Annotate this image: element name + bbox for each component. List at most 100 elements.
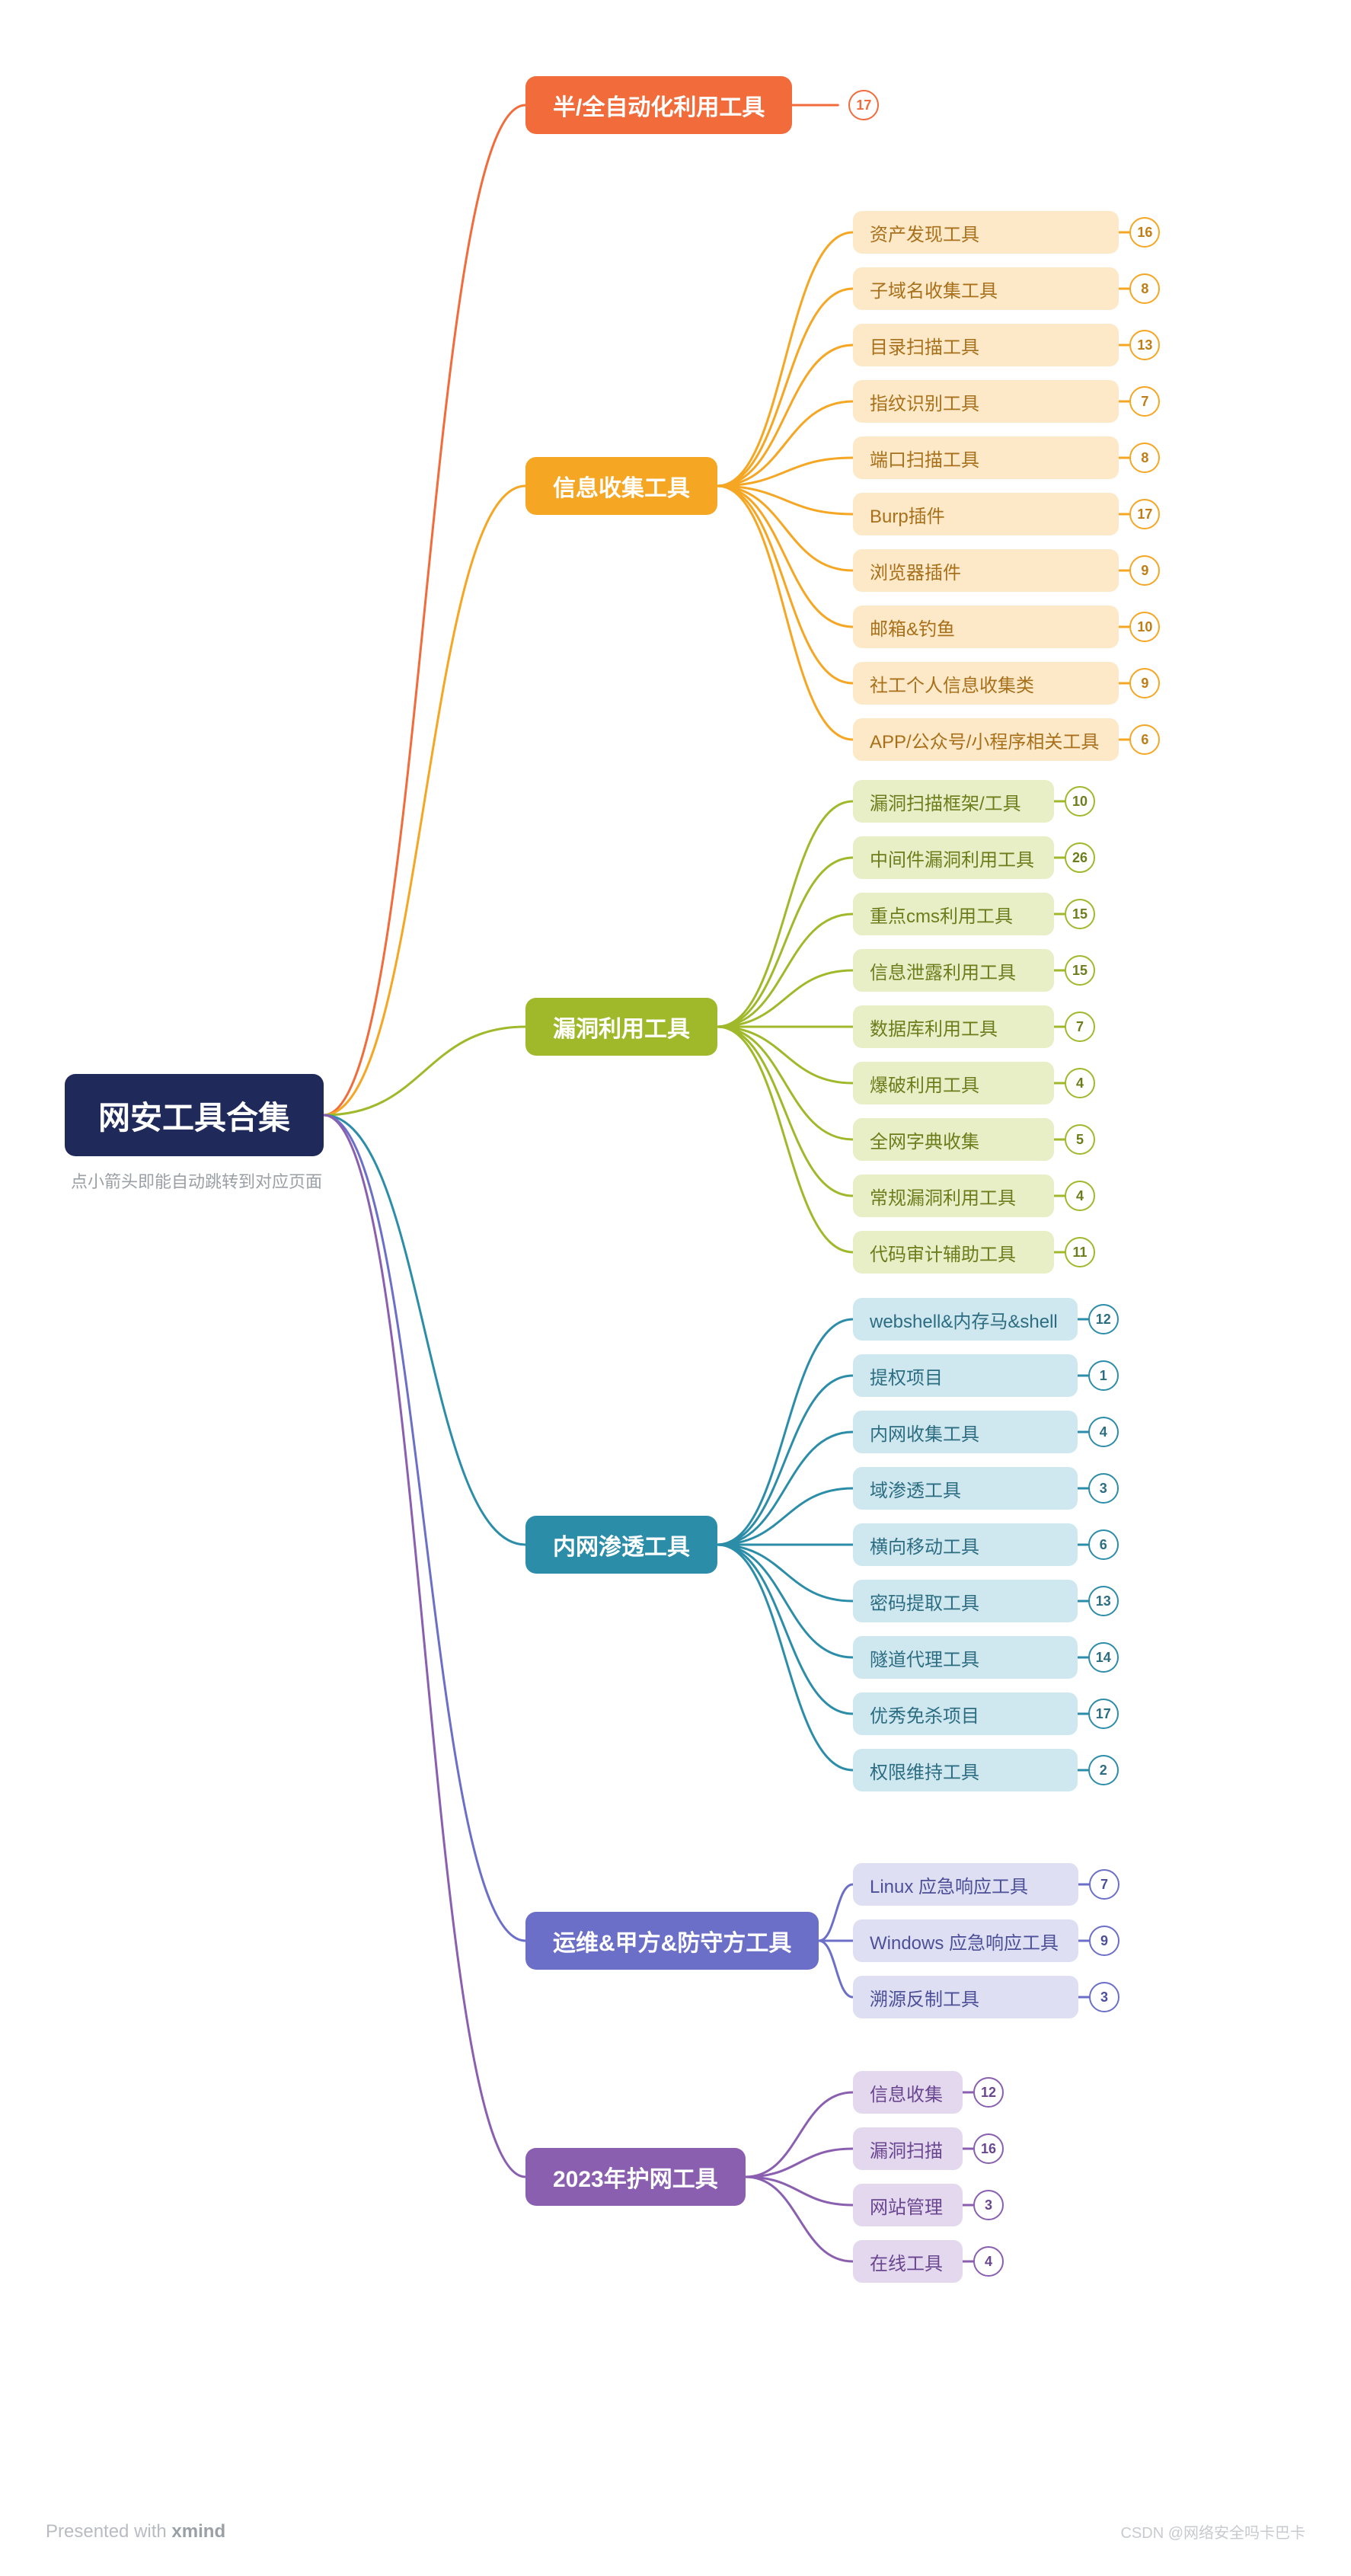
leaf-label: 横向移动工具 — [853, 1523, 1078, 1566]
leaf-item[interactable]: 权限维持工具 2 — [853, 1749, 1119, 1791]
leaf-count-badge: 5 — [1065, 1124, 1095, 1155]
footer-prefix: Presented with — [46, 2521, 171, 2542]
leaf-label: 信息收集 — [853, 2071, 963, 2114]
leaf-item[interactable]: 邮箱&钓鱼10 — [853, 606, 1160, 648]
leaf-item[interactable]: 浏览器插件 9 — [853, 549, 1160, 592]
leaf-count-badge: 14 — [1088, 1642, 1119, 1673]
leaf-label: 代码审计辅助工具 — [853, 1231, 1054, 1274]
leaf-item[interactable]: 数据库利用工具7 — [853, 1005, 1095, 1048]
leaf-count-badge: 12 — [973, 2077, 1004, 2108]
leaf-count-badge: 7 — [1065, 1012, 1095, 1042]
leaf-count-badge: 13 — [1129, 330, 1160, 360]
leaf-count-badge: 17 — [1088, 1699, 1119, 1729]
leaf-count-badge: 12 — [1088, 1304, 1119, 1334]
leaf-count-badge: 8 — [1129, 443, 1160, 473]
leaf-label: 端口扫描工具 — [853, 436, 1119, 479]
leaf-label: 提权项目 — [853, 1354, 1078, 1397]
leaf-item[interactable]: 漏洞扫描框架/工具 10 — [853, 780, 1095, 823]
leaf-item[interactable]: 在线工具 4 — [853, 2240, 1004, 2283]
leaf-item[interactable]: 指纹识别工具 7 — [853, 380, 1160, 423]
leaf-count-badge: 7 — [1129, 386, 1160, 417]
leaf-label: 权限维持工具 — [853, 1749, 1078, 1791]
leaf-item[interactable]: 信息泄露利用工具15 — [853, 949, 1095, 992]
branch-huwang[interactable]: 2023年护网工具 — [525, 2148, 746, 2206]
leaf-label: 全网字典收集 — [853, 1118, 1054, 1161]
leaf-item[interactable]: 密码提取工具13 — [853, 1580, 1119, 1622]
leaf-label: 浏览器插件 — [853, 549, 1119, 592]
leaf-count-badge: 9 — [1129, 668, 1160, 698]
leaf-label: 常规漏洞利用工具 — [853, 1175, 1054, 1217]
leaf-label: 域渗透工具 — [853, 1467, 1078, 1510]
leaf-label: Burp插件 — [853, 493, 1119, 535]
leaf-label: 资产发现工具 — [853, 211, 1119, 254]
leaf-item[interactable]: 域渗透工具 3 — [853, 1467, 1119, 1510]
leaf-count-badge: 4 — [973, 2246, 1004, 2277]
leaf-item[interactable]: 重点cms利用工具15 — [853, 893, 1095, 935]
leaf-item[interactable]: 目录扫描工具 13 — [853, 324, 1160, 366]
leaf-label: Windows 应急响应工具 — [853, 1919, 1078, 1962]
leaf-count-badge: 9 — [1089, 1926, 1119, 1956]
branch-intranet[interactable]: 内网渗透工具 — [525, 1516, 717, 1574]
leaf-count-badge: 1 — [1088, 1360, 1119, 1391]
leaf-item[interactable]: 内网收集工具4 — [853, 1411, 1119, 1453]
leaf-count-badge: 4 — [1065, 1068, 1095, 1098]
leaf-label: 重点cms利用工具 — [853, 893, 1054, 935]
leaf-count-badge: 8 — [1129, 273, 1160, 304]
leaf-item[interactable]: 漏洞扫描16 — [853, 2127, 1004, 2170]
leaf-item[interactable]: APP/公众号/小程序相关工具6 — [853, 718, 1160, 761]
leaf-label: 目录扫描工具 — [853, 324, 1119, 366]
leaf-item[interactable]: 社工个人信息收集类 9 — [853, 662, 1160, 705]
leaf-item[interactable]: Linux 应急响应工具7 — [853, 1863, 1119, 1906]
branch-count-badge: 17 — [848, 90, 879, 120]
leaf-item[interactable]: 网站管理3 — [853, 2184, 1004, 2226]
leaf-count-badge: 7 — [1089, 1869, 1119, 1900]
leaf-item[interactable]: 中间件漏洞利用工具26 — [853, 836, 1095, 879]
leaf-item[interactable]: Windows 应急响应工具 9 — [853, 1919, 1119, 1962]
leaf-item[interactable]: 横向移动工具6 — [853, 1523, 1119, 1566]
leaf-count-badge: 3 — [1088, 1473, 1119, 1504]
leaf-count-badge: 6 — [1129, 724, 1160, 755]
mindmap-canvas: 网安工具合集 点小箭头即能自动跳转到对应页面 半/全自动化利用工具17信息收集工… — [0, 0, 1351, 2576]
leaf-item[interactable]: 溯源反制工具3 — [853, 1976, 1119, 2018]
leaf-label: webshell&内存马&shell — [853, 1298, 1078, 1341]
leaf-label: 密码提取工具 — [853, 1580, 1078, 1622]
leaf-item[interactable]: Burp插件17 — [853, 493, 1160, 535]
leaf-label: 隧道代理工具 — [853, 1636, 1078, 1679]
leaf-item[interactable]: 常规漏洞利用工具 4 — [853, 1175, 1095, 1217]
leaf-count-badge: 2 — [1088, 1755, 1119, 1785]
leaf-item[interactable]: 全网字典收集 5 — [853, 1118, 1095, 1161]
leaf-count-badge: 10 — [1065, 786, 1095, 817]
leaf-item[interactable]: 代码审计辅助工具11 — [853, 1231, 1095, 1274]
leaf-label: 漏洞扫描框架/工具 — [853, 780, 1054, 823]
root-node[interactable]: 网安工具合集 — [65, 1074, 324, 1156]
leaf-count-badge: 16 — [973, 2133, 1004, 2164]
leaf-label: 内网收集工具 — [853, 1411, 1078, 1453]
leaf-item[interactable]: 爆破利用工具4 — [853, 1062, 1095, 1104]
leaf-count-badge: 15 — [1065, 955, 1095, 986]
leaf-count-badge: 4 — [1065, 1181, 1095, 1211]
leaf-item[interactable]: 隧道代理工具 14 — [853, 1636, 1119, 1679]
root-subtitle: 点小箭头即能自动跳转到对应页面 — [71, 1168, 322, 1193]
branch-auto[interactable]: 半/全自动化利用工具 — [525, 76, 792, 134]
leaf-count-badge: 9 — [1129, 555, 1160, 586]
leaf-label: 在线工具 — [853, 2240, 963, 2283]
footer-brand: Presented with xmind — [46, 2521, 225, 2542]
leaf-label: 网站管理 — [853, 2184, 963, 2226]
branch-info[interactable]: 信息收集工具 — [525, 457, 717, 515]
leaf-count-badge: 26 — [1065, 842, 1095, 873]
leaf-item[interactable]: 子域名收集工具 8 — [853, 267, 1160, 310]
leaf-item[interactable]: 端口扫描工具 8 — [853, 436, 1160, 479]
leaf-label: 子域名收集工具 — [853, 267, 1119, 310]
leaf-item[interactable]: 资产发现工具16 — [853, 211, 1160, 254]
leaf-label: 优秀免杀项目 — [853, 1692, 1078, 1735]
branch-exploit[interactable]: 漏洞利用工具 — [525, 998, 717, 1056]
leaf-label: 社工个人信息收集类 — [853, 662, 1119, 705]
leaf-item[interactable]: 信息收集 12 — [853, 2071, 1004, 2114]
leaf-label: 邮箱&钓鱼 — [853, 606, 1119, 648]
leaf-label: 指纹识别工具 — [853, 380, 1119, 423]
leaf-item[interactable]: 优秀免杀项目 17 — [853, 1692, 1119, 1735]
leaf-item[interactable]: 提权项目 1 — [853, 1354, 1119, 1397]
branch-ops[interactable]: 运维&甲方&防守方工具 — [525, 1912, 819, 1970]
leaf-item[interactable]: webshell&内存马&shell 12 — [853, 1298, 1119, 1341]
leaf-label: 溯源反制工具 — [853, 1976, 1078, 2018]
